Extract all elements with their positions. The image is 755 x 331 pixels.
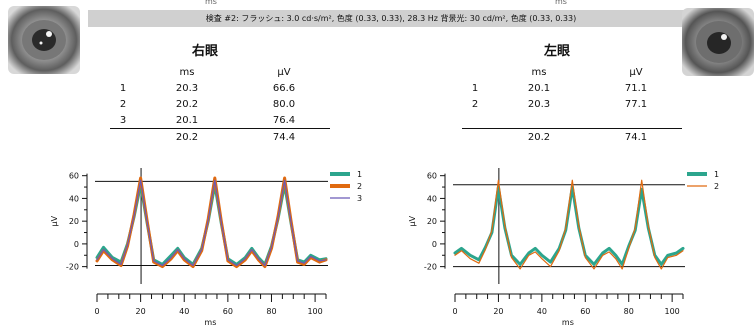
series-line-3 (96, 179, 327, 267)
right-eye-photo (8, 6, 80, 74)
top-ms-label-left: ms (205, 0, 217, 6)
amplitude-value: 71.1 (624, 82, 648, 94)
right-eye-title: 右眼 (191, 44, 218, 59)
row-index: 3 (119, 114, 127, 126)
y-axis-label: μV (408, 215, 417, 226)
y-tick-label: 40 (69, 194, 79, 203)
y-tick-label: 60 (69, 172, 79, 181)
amplitude-value: 77.1 (624, 98, 648, 110)
average-row: 20.2 74.4 (110, 129, 330, 146)
eye-image-icon (682, 8, 754, 76)
left-eye-title: 左眼 (543, 44, 570, 59)
table-row: 1 20.3 66.6 (110, 80, 330, 96)
latency-value: 20.3 (527, 98, 551, 110)
amplitude-value: 80.0 (272, 98, 296, 110)
legend-label: 1 (357, 170, 362, 179)
x-tick-label: 60 (580, 307, 590, 316)
average-amplitude: 74.4 (272, 131, 296, 143)
latency-value: 20.2 (175, 98, 199, 110)
latency-value: 20.3 (175, 82, 199, 94)
latency-value: 20.1 (175, 114, 199, 126)
col-ms-header: ms (531, 66, 547, 78)
x-tick-label: 80 (624, 307, 634, 316)
amplitude-value: 66.6 (272, 82, 296, 94)
col-uv-header: μV (629, 66, 643, 78)
x-tick-label: 60 (223, 307, 233, 316)
y-tick-label: 20 (427, 217, 437, 226)
x-axis-label: ms (204, 318, 216, 327)
average-row: 20.2 74.1 (462, 129, 682, 146)
legend-label: 3 (357, 194, 362, 203)
col-ms-header: ms (179, 66, 195, 78)
x-tick-label: 100 (665, 307, 680, 316)
y-axis-label: μV (50, 215, 59, 226)
test-info-header: 検査 #2: フラッシュ: 3.0 cd·s/m², 色度 (0.33, 0.3… (88, 10, 694, 27)
latency-value: 20.1 (527, 82, 551, 94)
amplitude-value: 76.4 (272, 114, 296, 126)
x-tick-label: 40 (537, 307, 547, 316)
x-tick-label: 0 (94, 307, 99, 316)
right-eye-results-table: ms μV 1 20.3 66.6 2 20.2 80.0 3 20.1 76.… (110, 64, 330, 145)
left-eye-erg-chart: -20 0 20 40 60 μV 0 20 40 60 80 100 ms 1 2 (378, 160, 755, 331)
row-index: 2 (119, 98, 127, 110)
legend-label: 2 (357, 182, 362, 191)
y-tick-label: 0 (432, 240, 437, 249)
x-tick-label: 80 (266, 307, 276, 316)
eye-image-icon (8, 6, 80, 74)
table-row: 1 20.1 71.1 (462, 80, 682, 96)
col-uv-header: μV (277, 66, 291, 78)
average-latency: 20.2 (527, 131, 551, 143)
y-tick-label: -20 (424, 263, 437, 272)
table-row: 3 20.1 76.4 (110, 112, 330, 129)
average-latency: 20.2 (175, 131, 199, 143)
left-eye-photo (682, 8, 754, 76)
y-tick-label: 20 (69, 217, 79, 226)
x-tick-label: 40 (179, 307, 189, 316)
right-eye-erg-plot: -20 0 20 40 60 μV 0 20 40 60 80 100 ms 1 2 3 (50, 168, 362, 327)
x-tick-label: 0 (452, 307, 457, 316)
row-index: 1 (119, 82, 127, 94)
legend-label: 1 (714, 170, 719, 179)
x-tick-label: 20 (493, 307, 503, 316)
average-amplitude: 74.1 (624, 131, 648, 143)
x-tick-label: 100 (307, 307, 322, 316)
left-eye-erg-plot: -20 0 20 40 60 μV 0 20 40 60 80 100 ms 1 2 (408, 168, 719, 327)
right-eye-erg-chart: -20 0 20 40 60 μV 0 20 40 60 80 100 ms 1 2 3 (0, 160, 380, 331)
row-index: 1 (471, 82, 479, 94)
row-index: 2 (471, 98, 479, 110)
series-line-2 (454, 179, 684, 270)
table-row: 2 20.3 77.1 (462, 96, 682, 112)
x-tick-label: 20 (136, 307, 146, 316)
y-tick-label: 0 (74, 240, 79, 249)
table-row: 2 20.2 80.0 (110, 96, 330, 112)
legend-label: 2 (714, 182, 719, 191)
x-axis-label: ms (562, 318, 574, 327)
top-ms-label-right: ms (555, 0, 567, 6)
y-tick-label: 60 (427, 172, 437, 181)
left-eye-results-table: ms μV 1 20.1 71.1 2 20.3 77.1 20.2 74.1 (462, 64, 682, 145)
y-tick-label: -20 (66, 263, 79, 272)
y-tick-label: 40 (427, 194, 437, 203)
